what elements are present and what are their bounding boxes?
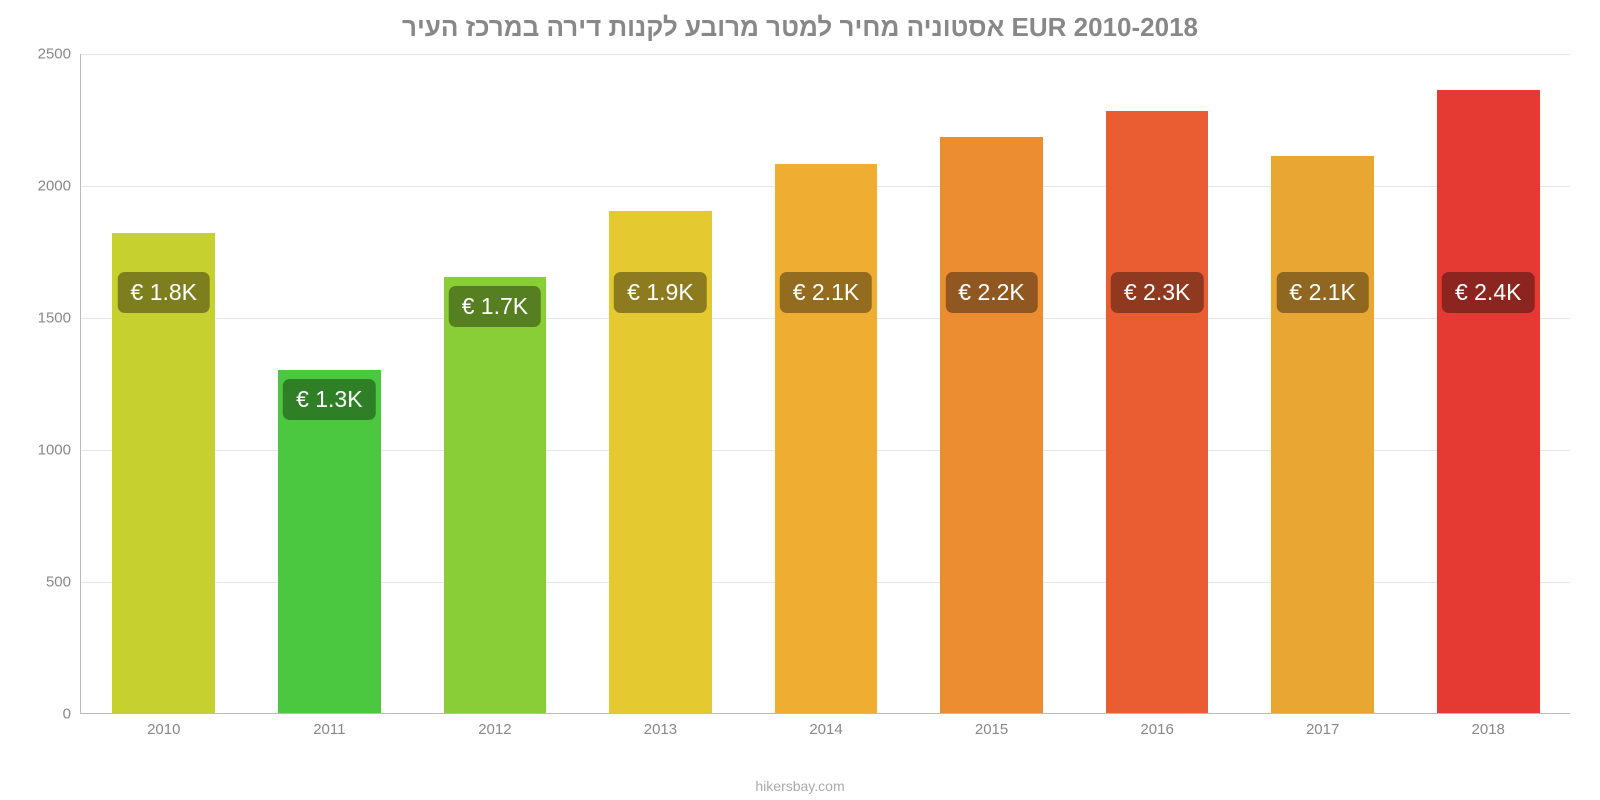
bar-value-label: € 2.3K [1111,272,1204,313]
bar: € 2.3K [1106,111,1209,713]
bar: € 1.3K [278,370,381,713]
bar-value-label: € 2.4K [1442,272,1535,313]
chart-title: אסטוניה מחיר למטר מרובע לקנות דירה במרכז… [0,0,1600,49]
chart-area: 050010001500200025002010€ 1.8K2011€ 1.3K… [80,54,1570,744]
bar-value-label: € 1.3K [283,379,376,420]
bar-value-label: € 2.2K [945,272,1038,313]
x-tick-label: 2017 [1306,721,1339,738]
bar: € 1.8K [112,233,215,713]
y-tick-label: 1000 [38,442,71,459]
y-tick-label: 500 [46,574,71,591]
bar-value-label: € 1.8K [118,272,211,313]
y-tick-label: 2500 [38,46,71,63]
x-tick-label: 2011 [313,721,345,738]
bar: € 1.9K [609,211,712,713]
gridline [81,54,1570,55]
bar-value-label: € 2.1K [1276,272,1369,313]
bar: € 1.7K [444,277,547,713]
bar: € 2.1K [1271,156,1374,713]
footer-attribution: hikersbay.com [755,778,844,794]
x-tick-label: 2010 [147,721,180,738]
bar-value-label: € 1.9K [614,272,707,313]
bar-value-label: € 1.7K [449,286,542,327]
x-tick-label: 2013 [644,721,677,738]
bar-value-label: € 2.1K [780,272,873,313]
x-tick-label: 2018 [1472,721,1505,738]
x-tick-label: 2014 [809,721,842,738]
x-tick-label: 2012 [478,721,511,738]
y-tick-label: 2000 [38,178,71,195]
bar: € 2.4K [1437,90,1540,713]
bar: € 2.2K [940,137,1043,713]
plot-region: 050010001500200025002010€ 1.8K2011€ 1.3K… [80,54,1570,714]
y-tick-label: 0 [63,706,71,723]
bar: € 2.1K [775,164,878,713]
x-tick-label: 2015 [975,721,1008,738]
y-tick-label: 1500 [38,310,71,327]
x-tick-label: 2016 [1140,721,1173,738]
